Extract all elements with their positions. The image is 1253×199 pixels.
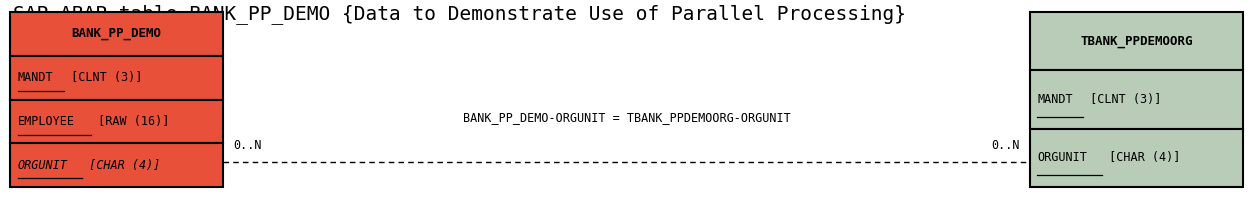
Text: [CLNT (3)]: [CLNT (3)] xyxy=(1084,93,1162,106)
Text: [CHAR (4)]: [CHAR (4)] xyxy=(81,159,160,172)
Text: ORGUNIT: ORGUNIT xyxy=(1037,151,1088,164)
Bar xyxy=(10,56,223,100)
Bar xyxy=(1030,12,1243,70)
Text: MANDT: MANDT xyxy=(18,71,53,84)
Text: EMPLOYEE: EMPLOYEE xyxy=(18,115,74,128)
Text: [CHAR (4)]: [CHAR (4)] xyxy=(1101,151,1180,164)
Text: [RAW (16)]: [RAW (16)] xyxy=(91,115,169,128)
Text: BANK_PP_DEMO: BANK_PP_DEMO xyxy=(71,27,162,40)
Text: BANK_PP_DEMO-ORGUNIT = TBANK_PPDEMOORG-ORGUNIT: BANK_PP_DEMO-ORGUNIT = TBANK_PPDEMOORG-O… xyxy=(462,111,791,124)
Text: 0..N: 0..N xyxy=(991,139,1020,152)
Bar xyxy=(1030,70,1243,129)
Bar xyxy=(1030,129,1243,187)
Text: [CLNT (3)]: [CLNT (3)] xyxy=(64,71,142,84)
Bar xyxy=(10,12,223,56)
Text: MANDT: MANDT xyxy=(1037,93,1073,106)
Text: SAP ABAP table BANK_PP_DEMO {Data to Demonstrate Use of Parallel Processing}: SAP ABAP table BANK_PP_DEMO {Data to Dem… xyxy=(13,4,906,24)
Bar xyxy=(10,143,223,187)
Text: TBANK_PPDEMOORG: TBANK_PPDEMOORG xyxy=(1080,35,1193,48)
Text: ORGUNIT: ORGUNIT xyxy=(18,159,68,172)
Bar xyxy=(10,100,223,143)
Text: 0..N: 0..N xyxy=(233,139,262,152)
